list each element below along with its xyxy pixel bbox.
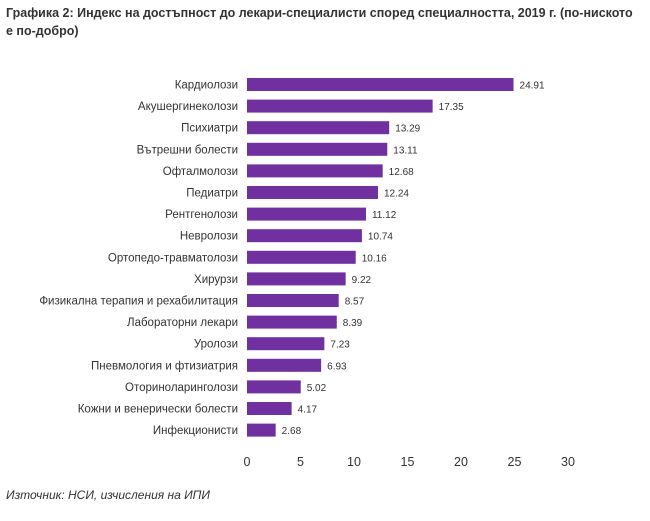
category-label: Инфекционисти <box>153 425 238 437</box>
category-label: Кожни и венерически болести <box>78 404 238 416</box>
x-tick-label: 20 <box>454 455 468 469</box>
category-label: Невролози <box>180 231 238 243</box>
category-label: Вътрешни болести <box>137 144 238 156</box>
data-label: 17.35 <box>439 102 464 113</box>
data-label: 8.39 <box>343 318 363 329</box>
category-label: Рентгенолози <box>165 209 238 221</box>
bars <box>247 78 514 437</box>
bar <box>247 142 388 156</box>
bar <box>247 121 390 135</box>
source-note: Източник: НСИ, изчисления на ИПИ <box>6 488 210 502</box>
bar <box>247 337 325 351</box>
data-label: 12.24 <box>384 189 409 200</box>
category-label: Оториноларинголози <box>125 382 238 394</box>
category-label: Офталмолози <box>163 166 238 178</box>
bar <box>247 402 292 415</box>
category-labels: Кардиолози Акушергинеколози Психиатри Вътре… <box>39 80 238 438</box>
category-label: Психиатри <box>181 123 238 135</box>
bar <box>247 358 322 372</box>
category-label: Ортопедо-травматолози <box>108 252 238 264</box>
category-label: Физикална терапия и рехабилитация <box>39 296 238 308</box>
category-label: Пневмология и фтизиатрия <box>91 360 238 372</box>
data-label: 7.23 <box>330 340 350 351</box>
data-label: 4.17 <box>298 405 318 416</box>
data-label: 5.02 <box>307 383 327 394</box>
x-tick-label: 15 <box>401 455 415 469</box>
bar <box>247 380 301 394</box>
bar <box>247 250 356 264</box>
bar <box>247 207 366 221</box>
category-label: Акушергинеколози <box>138 101 238 113</box>
data-label: 13.29 <box>395 124 420 135</box>
bar <box>247 186 378 199</box>
bar <box>247 99 433 113</box>
value-labels: 24.91 17.35 13.29 13.11 12.68 12.24 11.12 10.74… <box>282 81 545 438</box>
data-label: 6.93 <box>327 361 347 372</box>
data-label: 10.74 <box>368 232 393 243</box>
data-label: 9.22 <box>352 275 372 286</box>
data-label: 24.91 <box>520 81 545 92</box>
bar <box>247 164 383 178</box>
bar <box>247 294 339 307</box>
data-label: 13.11 <box>393 145 418 156</box>
chart-title: Графика 2: Индекс на достъпност до лекар… <box>6 6 633 38</box>
bar <box>247 423 276 437</box>
category-label: Педиатри <box>186 188 238 200</box>
data-label: 11.12 <box>372 210 397 221</box>
bar <box>247 272 346 286</box>
category-label: Кардиолози <box>175 80 238 92</box>
x-tick-label: 25 <box>508 455 522 469</box>
bar <box>247 315 337 329</box>
x-tick-label: 30 <box>561 455 575 469</box>
data-label: 12.68 <box>389 167 414 178</box>
category-label: Уролози <box>194 339 238 351</box>
category-label: Хирурзи <box>194 274 238 286</box>
x-tick-label: 10 <box>347 455 361 469</box>
data-label: 8.57 <box>345 297 365 308</box>
x-tick-label: 5 <box>297 455 304 469</box>
x-tick-label: 0 <box>244 455 251 469</box>
data-label: 10.16 <box>362 253 387 264</box>
x-axis-ticks: 0 5 10 15 20 25 30 <box>244 455 575 469</box>
bar <box>247 78 514 91</box>
bar <box>247 229 362 243</box>
category-label: Лабораторни лекари <box>127 317 238 329</box>
data-label: 2.68 <box>282 426 302 437</box>
